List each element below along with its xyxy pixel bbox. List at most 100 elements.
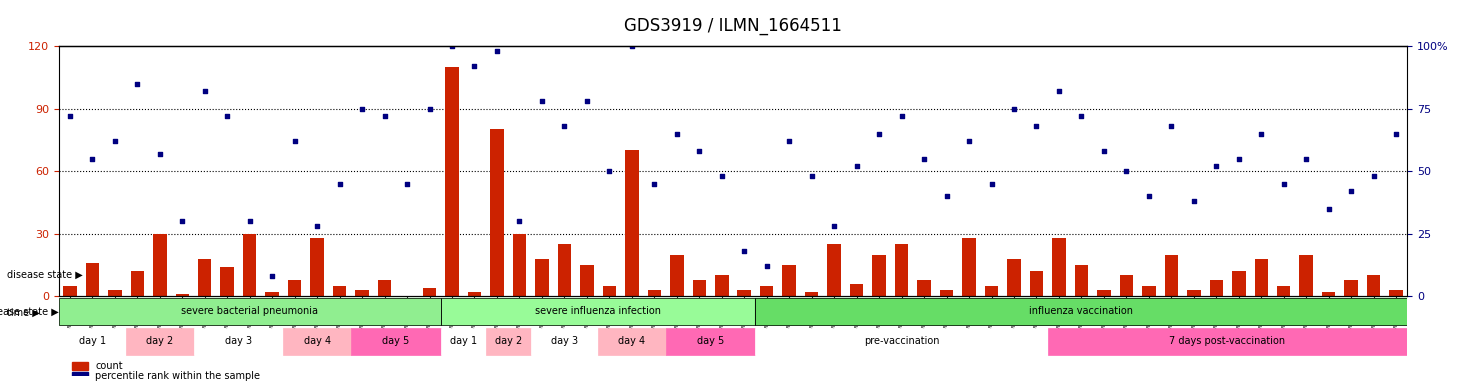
Point — [59, 113, 82, 119]
Point — [463, 63, 487, 69]
Point — [844, 163, 868, 169]
Bar — [1007, 259, 1020, 296]
Text: count: count — [95, 361, 123, 371]
Text: day 3: day 3 — [224, 336, 252, 346]
Point — [822, 223, 846, 229]
Bar — [152, 234, 167, 296]
Bar — [1048, 328, 1407, 355]
Bar — [872, 255, 885, 296]
Point — [666, 131, 689, 137]
Bar — [1164, 255, 1179, 296]
Bar — [1029, 271, 1044, 296]
Text: day 3: day 3 — [551, 336, 578, 346]
Text: GDS3919 / ILMN_1664511: GDS3919 / ILMN_1664511 — [625, 17, 841, 35]
Bar — [557, 244, 572, 296]
Bar — [535, 259, 548, 296]
Bar — [441, 328, 485, 355]
Bar — [441, 298, 755, 325]
Point — [912, 156, 935, 162]
Bar — [490, 129, 504, 296]
Point — [372, 113, 396, 119]
Point — [531, 98, 554, 104]
Point — [237, 218, 261, 224]
Bar — [737, 290, 751, 296]
Bar — [198, 259, 211, 296]
Bar — [962, 238, 976, 296]
Bar — [648, 290, 661, 296]
Bar — [940, 290, 953, 296]
Point — [1249, 131, 1272, 137]
Point — [1070, 113, 1094, 119]
Bar — [108, 290, 122, 296]
Bar — [468, 292, 481, 296]
Point — [1384, 131, 1407, 137]
Bar — [422, 288, 437, 296]
Bar — [72, 362, 88, 370]
Bar — [666, 328, 755, 355]
Point — [755, 263, 778, 269]
Bar — [243, 234, 257, 296]
Bar — [311, 238, 324, 296]
Bar — [378, 280, 391, 296]
Bar — [625, 150, 639, 296]
Bar — [85, 263, 100, 296]
Point — [1182, 198, 1205, 204]
Bar — [513, 234, 526, 296]
Point — [1092, 148, 1116, 154]
Point — [1138, 193, 1161, 199]
Bar — [850, 284, 863, 296]
Point — [418, 106, 441, 112]
Bar — [1120, 275, 1133, 296]
Bar — [1187, 290, 1201, 296]
Text: disease state ▶: disease state ▶ — [0, 306, 59, 316]
Text: day 1: day 1 — [450, 336, 476, 346]
Bar — [805, 292, 818, 296]
Point — [642, 180, 666, 187]
Bar — [827, 244, 841, 296]
Bar — [1255, 259, 1268, 296]
Text: severe bacterial pneumonia: severe bacterial pneumonia — [182, 306, 318, 316]
Point — [396, 180, 419, 187]
Point — [688, 148, 711, 154]
Bar — [72, 372, 88, 380]
Bar — [126, 328, 194, 355]
Point — [350, 106, 374, 112]
Point — [957, 138, 981, 144]
Bar — [287, 280, 302, 296]
Bar — [1231, 271, 1246, 296]
Point — [1362, 173, 1385, 179]
Text: severe influenza infection: severe influenza infection — [535, 306, 661, 316]
Point — [103, 138, 126, 144]
Bar — [603, 286, 616, 296]
Bar — [1390, 290, 1403, 296]
Bar — [755, 328, 1048, 355]
Point — [283, 138, 306, 144]
Text: day 5: day 5 — [383, 336, 409, 346]
Bar — [1053, 238, 1066, 296]
Bar — [783, 265, 796, 296]
Point — [890, 113, 913, 119]
Bar — [220, 267, 235, 296]
Point — [126, 81, 150, 87]
Point — [485, 48, 509, 54]
Bar — [918, 280, 931, 296]
Point — [800, 173, 824, 179]
Point — [553, 123, 576, 129]
Point — [216, 113, 239, 119]
Point — [1025, 123, 1048, 129]
Bar — [59, 298, 441, 325]
Point — [935, 193, 959, 199]
Bar — [598, 328, 666, 355]
Bar — [670, 255, 683, 296]
Point — [1294, 156, 1318, 162]
Bar — [265, 292, 279, 296]
Point — [261, 273, 284, 279]
Bar — [194, 328, 283, 355]
Text: percentile rank within the sample: percentile rank within the sample — [95, 371, 259, 381]
Text: disease state ▶: disease state ▶ — [7, 270, 84, 280]
Bar — [755, 298, 1407, 325]
Bar — [283, 328, 350, 355]
Point — [194, 88, 217, 94]
Point — [440, 43, 463, 49]
Bar — [1075, 265, 1088, 296]
